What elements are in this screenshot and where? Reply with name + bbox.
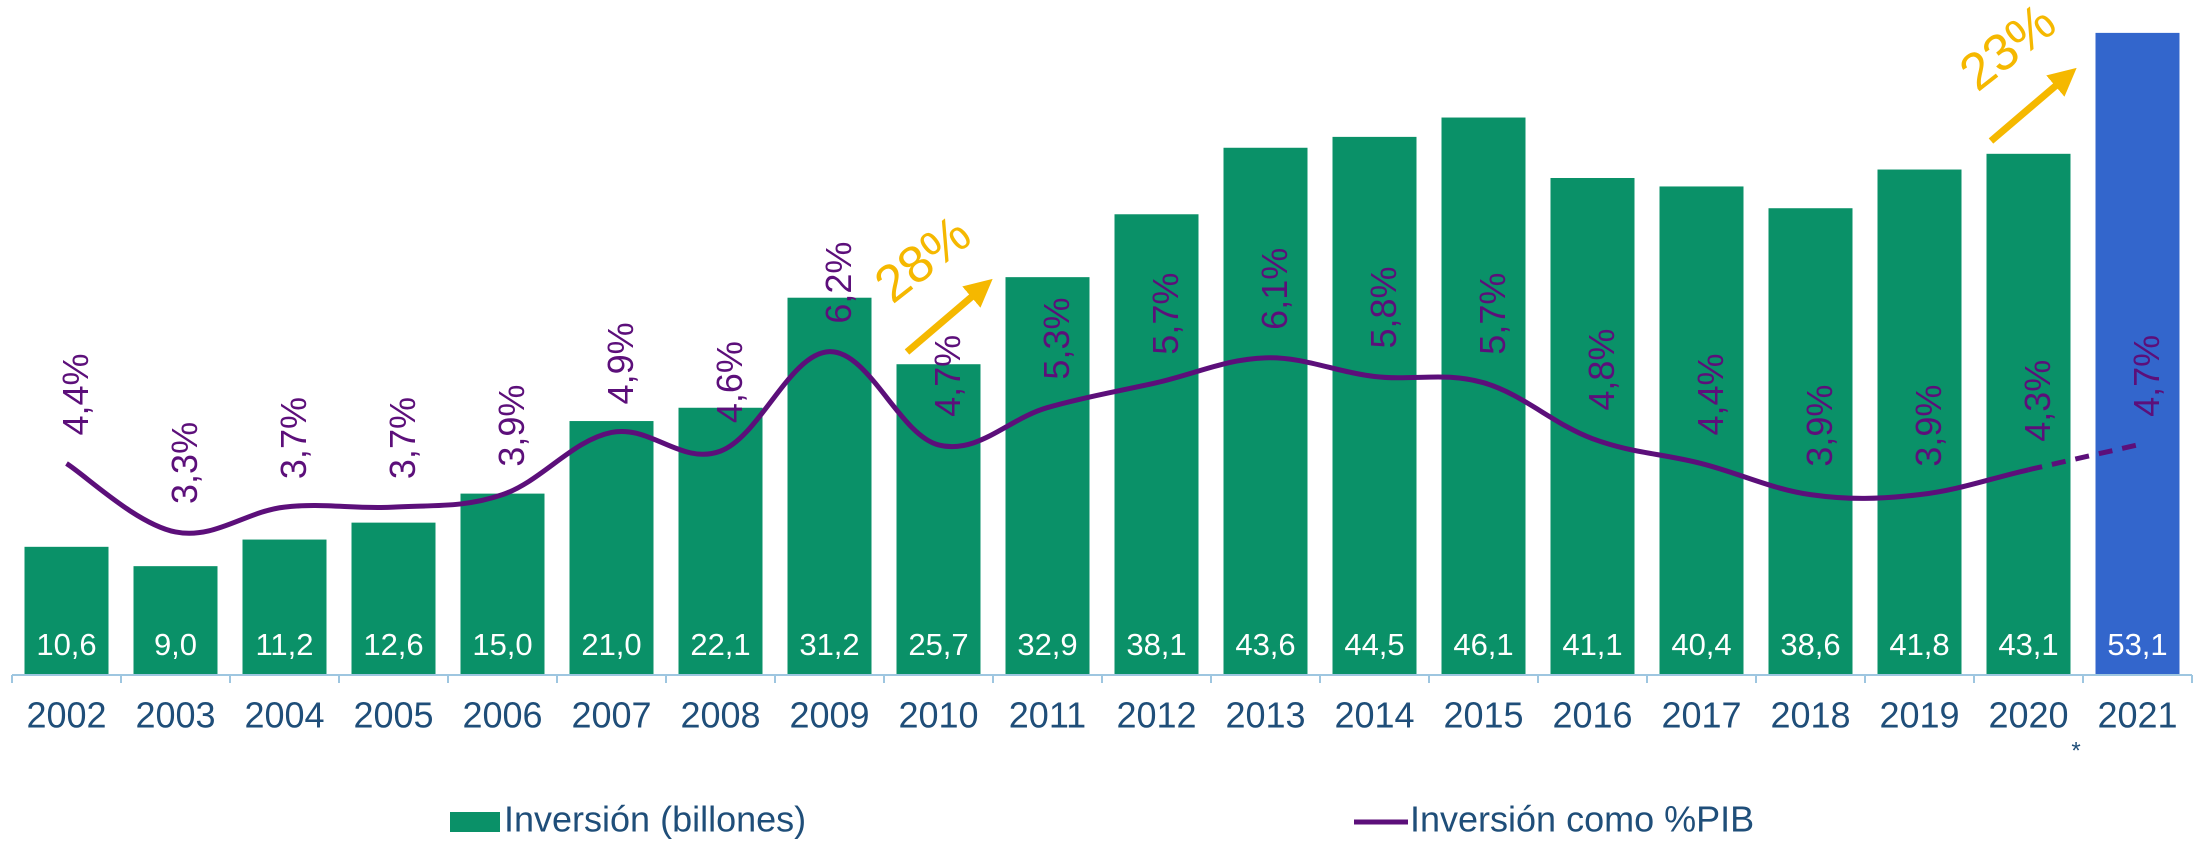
bar <box>1005 277 1090 675</box>
percent-label: 3,7% <box>273 397 314 479</box>
percent-label: 5,7% <box>1145 273 1186 355</box>
bar-value-label: 40,4 <box>1671 627 1731 662</box>
bar-value-label: 9,0 <box>154 627 197 662</box>
percent-line <box>65 349 2030 536</box>
percent-label: 4,6% <box>709 341 750 423</box>
percent-label: 3,9% <box>491 385 532 467</box>
percent-label: 4,4% <box>1690 353 1731 435</box>
x-tick-label: 2013 <box>1225 695 1305 736</box>
bar-value-label: 38,1 <box>1126 627 1186 662</box>
x-tick-label: 2016 <box>1552 695 1632 736</box>
percent-label: 5,3% <box>1036 298 1077 380</box>
x-tick-label: 2019 <box>1879 695 1959 736</box>
bar-value-label: 43,1 <box>1998 627 2058 662</box>
percent-label: 4,7% <box>2126 335 2167 417</box>
x-tick-label: 2015 <box>1443 695 1523 736</box>
percent-label: 3,9% <box>1908 385 1949 467</box>
x-tick-label: 2005 <box>353 695 433 736</box>
bar-value-label: 32,9 <box>1017 627 1077 662</box>
x-tick-label: 2007 <box>571 695 651 736</box>
bar-value-label: 41,8 <box>1889 627 1949 662</box>
bar <box>2095 32 2180 675</box>
bar <box>460 493 545 675</box>
percent-label: 6,1% <box>1254 248 1295 330</box>
growth-arrow <box>904 278 993 355</box>
bar <box>1768 208 1853 675</box>
bar-value-label: 53,1 <box>2107 627 2167 662</box>
percent-label: 3,3% <box>164 422 205 504</box>
legend-label: Inversión (billones) <box>504 799 806 840</box>
percent-label: 4,7% <box>927 335 968 417</box>
bar <box>1986 153 2071 675</box>
bar-value-label: 25,7 <box>908 627 968 662</box>
bar <box>1877 169 1962 675</box>
percent-label: 4,9% <box>600 322 641 404</box>
bar <box>351 522 436 675</box>
bar-value-label: 31,2 <box>799 627 859 662</box>
bar-value-label: 12,6 <box>363 627 423 662</box>
percent-label: 5,8% <box>1363 266 1404 348</box>
bar-value-label: 11,2 <box>255 627 313 662</box>
bar <box>1332 136 1417 675</box>
footnote-marker: * <box>2071 737 2080 764</box>
bar <box>24 546 109 675</box>
x-tick-label: 2014 <box>1334 695 1414 736</box>
bar-value-label: 21,0 <box>581 627 641 662</box>
bar <box>787 297 872 675</box>
bar <box>1659 186 1744 675</box>
bar <box>133 566 218 675</box>
bar-value-label: 44,5 <box>1344 627 1404 662</box>
x-tick-label: 2018 <box>1770 695 1850 736</box>
percent-label: 4,8% <box>1581 329 1622 411</box>
bar <box>1114 214 1199 675</box>
bar-value-label: 43,6 <box>1235 627 1295 662</box>
x-tick-label: 2008 <box>680 695 760 736</box>
x-tick-label: 2010 <box>898 695 978 736</box>
legend-label: Inversión como %PIB <box>1410 799 1754 840</box>
legend-swatch <box>450 812 500 832</box>
percent-label: 4,4% <box>55 353 96 435</box>
bar-value-label: 46,1 <box>1453 627 1513 662</box>
bar <box>569 421 654 675</box>
growth-annotation: 28% <box>864 205 982 315</box>
bar-value-label: 38,6 <box>1780 627 1840 662</box>
x-tick-label: 2017 <box>1661 695 1741 736</box>
x-tick-label: 2020 <box>1988 695 2068 736</box>
x-tick-label: 2012 <box>1116 695 1196 736</box>
x-tick-label: 2004 <box>244 695 324 736</box>
bar-value-label: 15,0 <box>472 627 532 662</box>
percent-label: 6,2% <box>818 242 859 324</box>
x-tick-label: 2006 <box>462 695 542 736</box>
percent-line-projection <box>2027 442 2139 473</box>
bar-value-label: 41,1 <box>1562 627 1622 662</box>
bar-value-label: 22,1 <box>690 627 750 662</box>
bar <box>896 364 981 675</box>
x-tick-label: 2011 <box>1009 695 1086 736</box>
bar <box>1223 147 1308 676</box>
percent-label: 5,7% <box>1472 273 1513 355</box>
x-tick-label: 2002 <box>26 695 106 736</box>
x-tick-label: 2021 <box>2097 695 2177 736</box>
x-tick-label: 2003 <box>135 695 215 736</box>
percent-label: 4,3% <box>2017 360 2058 442</box>
bar-value-label: 10,6 <box>36 627 96 662</box>
x-tick-label: 2009 <box>789 695 869 736</box>
percent-label: 3,9% <box>1799 385 1840 467</box>
bar <box>242 539 327 675</box>
growth-arrow <box>1988 67 2077 144</box>
percent-label: 3,7% <box>382 397 423 479</box>
